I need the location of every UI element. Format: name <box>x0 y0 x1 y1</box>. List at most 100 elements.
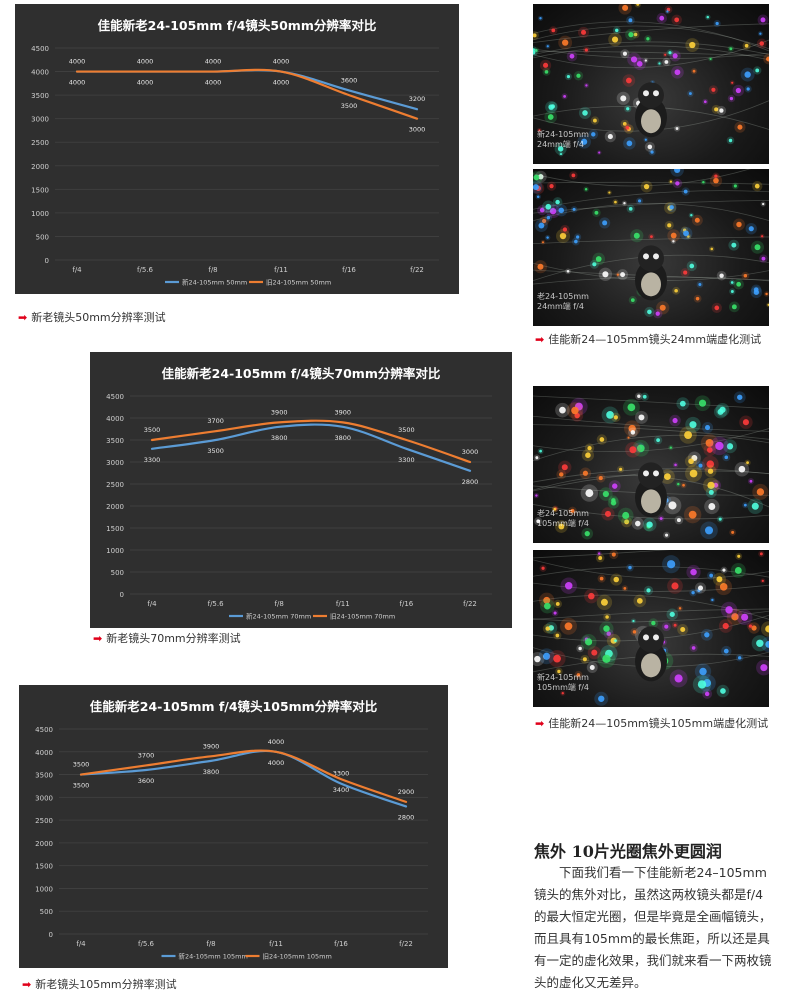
figurine-eye <box>653 253 659 260</box>
light-dot <box>698 399 707 407</box>
y-tick-label: 1000 <box>106 547 124 555</box>
caption-105mm: ➡ 新老镜头105mm分辨率测试 <box>22 976 177 992</box>
light-dot <box>646 37 650 41</box>
light-dot <box>683 270 688 275</box>
x-tick-label: f/4 <box>72 266 82 274</box>
y-tick-label: 1500 <box>106 525 124 533</box>
light-dot <box>613 576 620 583</box>
light-dot <box>746 87 750 91</box>
light-dot <box>591 132 596 137</box>
light-dot <box>658 62 661 65</box>
light-dot <box>731 81 734 84</box>
light-wire <box>533 608 769 620</box>
light-dot <box>759 32 762 35</box>
data-label: 3500 <box>207 447 224 455</box>
y-tick-label: 4000 <box>35 749 53 757</box>
light-dot <box>539 17 542 20</box>
light-dot <box>708 503 716 510</box>
light-dot <box>553 507 557 511</box>
light-dot <box>538 129 541 132</box>
light-dot <box>676 518 681 523</box>
light-dot <box>647 309 652 315</box>
chart-title: 佳能新老24-105mm f/4镜头105mm分辨率对比 <box>90 699 378 714</box>
figurine-belly <box>641 272 661 297</box>
light-dot <box>674 463 677 467</box>
light-dot <box>619 467 623 471</box>
light-dot <box>633 32 638 37</box>
light-glow <box>761 636 769 653</box>
light-dot <box>669 180 673 183</box>
x-tick-label: f/8 <box>275 600 284 608</box>
light-dot <box>546 216 551 220</box>
legend-label: 新24-105mm 70mm <box>246 612 311 621</box>
light-dot <box>731 242 737 248</box>
light-dot <box>594 210 599 215</box>
light-dot <box>707 468 714 474</box>
y-tick-label: 2500 <box>35 817 53 825</box>
light-dot <box>715 441 724 451</box>
light-dot <box>684 431 693 439</box>
light-dot <box>550 104 556 109</box>
chart-50mm-svg: 佳能新老24-105mm f/4镜头50mm分辨率对比 0 500 1000 1500 2… <box>31 18 439 287</box>
figurine-belly <box>641 653 661 678</box>
light-dot <box>731 613 739 621</box>
light-dot <box>600 598 608 606</box>
light-dot <box>741 613 749 621</box>
data-label: 3900 <box>335 408 352 416</box>
light-dot <box>765 292 768 296</box>
light-dot <box>626 107 630 111</box>
light-dot <box>713 482 719 488</box>
light-dot <box>622 511 630 520</box>
light-dot <box>673 623 677 627</box>
caption-70mm-text: 新老镜头70mm分辨率测试 <box>106 632 241 645</box>
x-tick-label: f/5.6 <box>208 600 225 608</box>
light-dot <box>561 692 564 695</box>
y-tick-label: 2000 <box>31 163 49 171</box>
light-wire <box>533 550 670 559</box>
light-dot <box>667 223 672 228</box>
light-wire <box>533 395 769 410</box>
x-tick-label: f/4 <box>76 940 86 948</box>
light-dot <box>549 207 557 215</box>
x-tick-label: f/11 <box>269 940 283 948</box>
light-dot <box>674 674 683 683</box>
photo-overlay: 新24-105mm 24mm端 f/4 <box>537 130 589 149</box>
light-dot <box>611 498 616 503</box>
light-dot <box>728 138 733 143</box>
light-dot <box>744 71 751 78</box>
light-dot <box>622 121 627 126</box>
light-wire <box>533 39 769 69</box>
light-dot <box>719 273 724 278</box>
light-dot <box>689 263 695 269</box>
light-dot <box>682 483 685 487</box>
light-dot <box>691 646 696 650</box>
light-dot <box>683 189 688 194</box>
light-dot <box>614 200 617 204</box>
figurine-eye <box>643 470 649 477</box>
light-glow <box>760 621 769 637</box>
light-dot <box>636 598 643 604</box>
light-wire <box>533 434 769 462</box>
data-label: 4000 <box>69 79 86 87</box>
data-label: 3400 <box>333 786 350 794</box>
light-dot <box>545 626 550 631</box>
light-dot <box>675 181 680 186</box>
light-dot <box>736 221 742 228</box>
light-dot <box>563 94 567 98</box>
light-wire <box>533 41 769 56</box>
light-dot <box>589 665 595 670</box>
light-dot <box>647 144 653 150</box>
light-dot <box>571 173 576 178</box>
light-dot <box>578 646 582 651</box>
light-dot <box>674 289 678 293</box>
y-tick-label: 0 <box>120 591 124 599</box>
light-dot <box>610 637 617 644</box>
light-dot <box>585 84 588 87</box>
data-label: 3700 <box>138 751 155 759</box>
light-wire <box>533 50 769 57</box>
light-dot <box>644 59 647 62</box>
light-dot <box>551 28 556 33</box>
light-dot <box>680 627 686 633</box>
light-dot <box>766 56 769 62</box>
light-wire <box>533 190 769 210</box>
